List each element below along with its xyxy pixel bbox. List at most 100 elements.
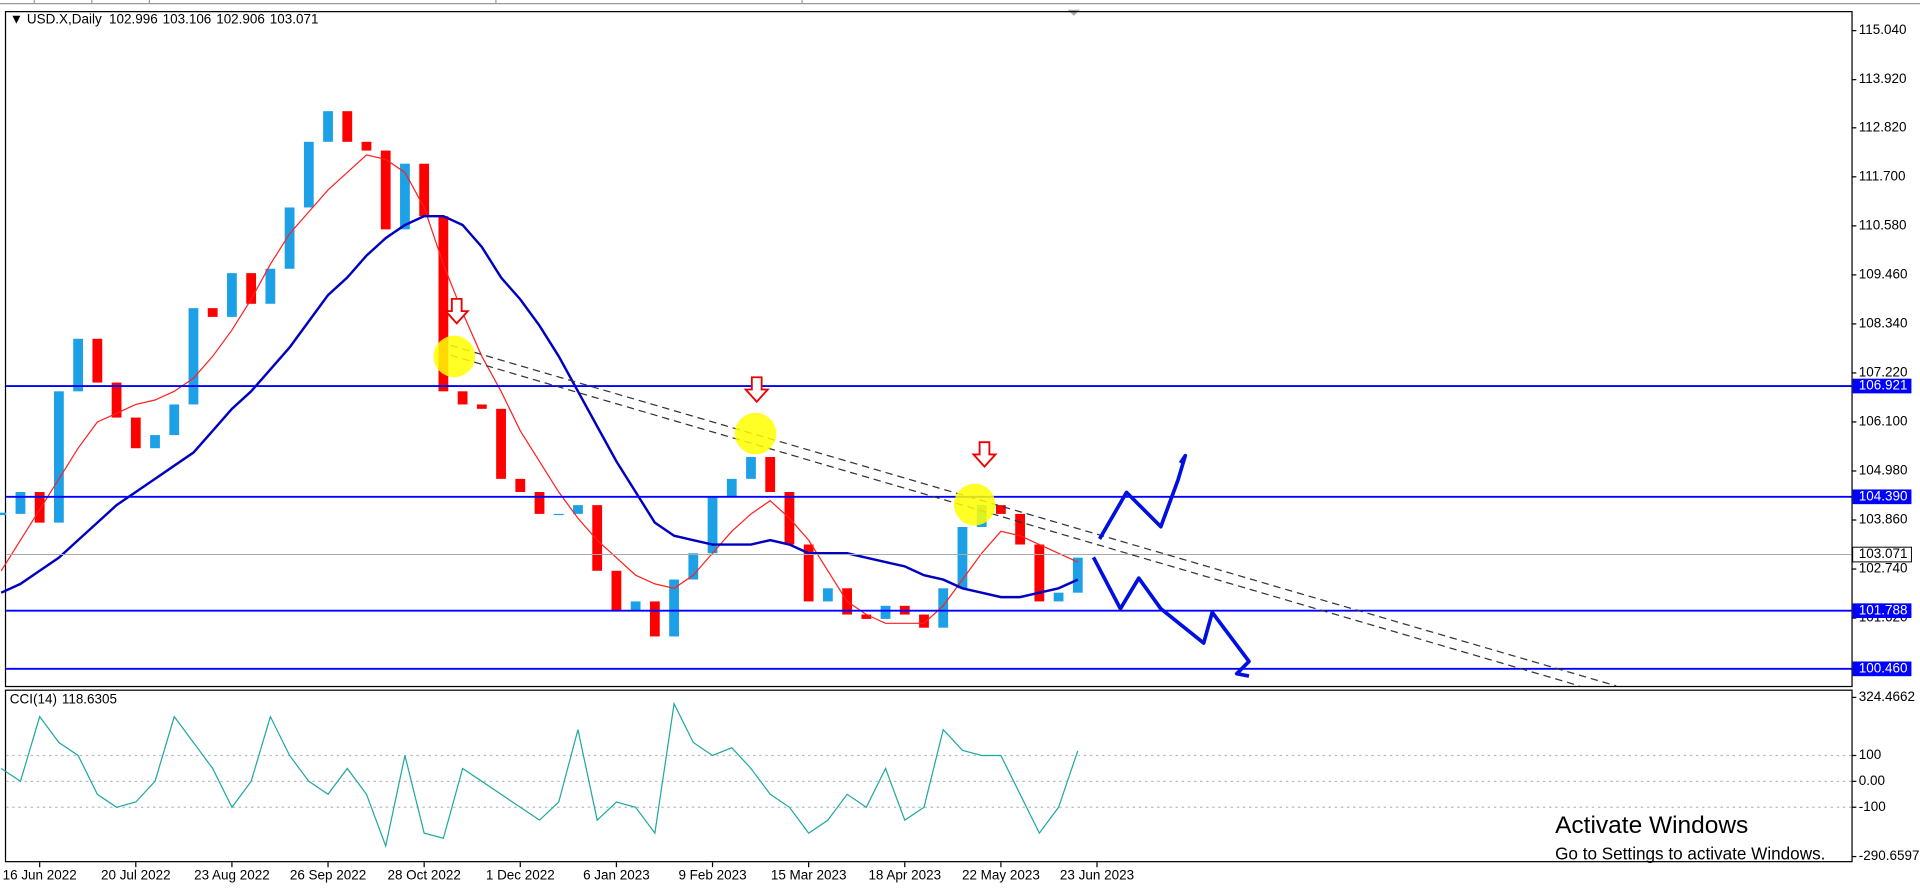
trend-line: [450, 344, 1617, 687]
candle: [553, 513, 564, 516]
candle: [457, 391, 468, 405]
candle: [1034, 544, 1045, 602]
x-tick-label: 26 Sep 2022: [290, 867, 366, 882]
cci-panel: [4, 689, 1853, 863]
candle: [207, 308, 218, 317]
candle: [111, 382, 122, 418]
candle: [803, 544, 814, 602]
level-box: [1852, 378, 1912, 394]
candle: [1072, 557, 1083, 593]
trend-line: [450, 354, 1580, 687]
level-box: [1852, 661, 1912, 677]
candle: [419, 163, 430, 217]
level-box: [1852, 603, 1912, 619]
candle: [707, 496, 718, 554]
candle: [54, 391, 64, 523]
candle: [726, 478, 737, 497]
level-box: [1852, 489, 1912, 505]
moving-average: [0, 154, 1079, 624]
candle: [476, 404, 487, 409]
x-tick-label: 28 Oct 2022: [387, 867, 460, 882]
scenario-down: [1091, 556, 1251, 678]
candle: [188, 308, 199, 405]
candle: [169, 404, 180, 436]
candle: [265, 268, 276, 304]
open: 102.996: [109, 11, 158, 26]
candle: [919, 614, 929, 628]
candle: [534, 491, 545, 514]
candle: [303, 141, 314, 208]
y-tick-label: 110.580: [1859, 217, 1907, 232]
x-tick-label: 18 Apr 2023: [868, 867, 941, 882]
watermark-title: Activate Windows: [1555, 812, 1748, 839]
x-tick-label: 1 Dec 2022: [486, 867, 555, 882]
y-tick-label: 107.220: [1859, 364, 1908, 379]
candle: [880, 605, 891, 619]
y-tick-label: 0.00: [1859, 773, 1885, 788]
x-tick-label: 6 Jan 2023: [583, 867, 650, 882]
moving-average: [0, 214, 1079, 599]
x-tick-label: 20 Jul 2022: [101, 867, 171, 882]
symbol: USD.X,Daily: [27, 11, 102, 26]
y-tick-label: 113.920: [1859, 71, 1907, 86]
close: 103.071: [270, 11, 319, 26]
current-price-label: 103.071: [1859, 546, 1908, 561]
down-arrow: [743, 376, 770, 404]
annotations: [433, 297, 1617, 687]
highlight: [953, 483, 996, 526]
watermark-text: Go to Settings to activate Windows.: [1555, 843, 1825, 863]
x-tick-label: 23 Aug 2022: [194, 867, 270, 882]
y-tick-label: 103.860: [1859, 512, 1908, 527]
y-tick-label: 112.820: [1859, 119, 1907, 134]
x-tick-label: 16 Jun 2022: [3, 867, 77, 882]
candle: [573, 505, 583, 514]
highlight: [734, 412, 777, 455]
y-tick-label: 102.740: [1859, 561, 1908, 576]
highlight: [433, 335, 476, 378]
candle: [822, 588, 833, 602]
candle: [150, 435, 160, 449]
down-arrow: [443, 297, 470, 325]
candle: [1053, 592, 1064, 602]
candle: [400, 163, 410, 230]
candle: [611, 570, 622, 611]
candle: [34, 491, 45, 523]
y-tick-label: 109.460: [1859, 266, 1908, 281]
candle: [996, 505, 1006, 514]
candle: [649, 601, 660, 637]
candle: [746, 456, 756, 479]
level-label: 101.788: [1859, 602, 1908, 617]
y-tick-label: 108.340: [1859, 315, 1908, 330]
y-tick-label: -100: [1859, 799, 1886, 814]
y-tick-label: 104.980: [1859, 463, 1908, 478]
candle: [1015, 513, 1026, 545]
y-tick-label: 111.700: [1859, 168, 1906, 183]
candle: [227, 273, 237, 317]
low: 102.906: [216, 11, 265, 26]
y-tick-label: -290.6597: [1859, 848, 1920, 863]
candle: [130, 417, 141, 449]
down-arrow: [971, 441, 998, 469]
x-tick-label: 15 Mar 2023: [771, 867, 847, 882]
candle: [92, 338, 103, 383]
level-label: 100.460: [1859, 660, 1908, 675]
indicator-label: CCI(14) 118.6305: [10, 691, 117, 706]
x-tick-label: 22 May 2023: [962, 867, 1040, 882]
candle: [0, 512, 7, 516]
candle: [246, 273, 257, 304]
current-price-box: [1852, 546, 1912, 563]
candle: [361, 141, 372, 151]
level-label: 104.390: [1859, 488, 1908, 503]
candle: [669, 579, 679, 637]
plot: 115.040 113.920 112.820 111.700 110.580 109.4…: [0, 22, 1919, 882]
header: ▼ USD.X,Daily 102.996 103.106 102.906 103.07…: [10, 11, 319, 26]
candle: [630, 601, 641, 611]
candle: [957, 527, 968, 589]
y-tick-label: 115.040: [1859, 22, 1907, 37]
indicator-line: [0, 701, 1079, 849]
candle: [861, 614, 872, 619]
candle: [688, 553, 699, 580]
indicator-title: CCI(14): [10, 691, 57, 706]
